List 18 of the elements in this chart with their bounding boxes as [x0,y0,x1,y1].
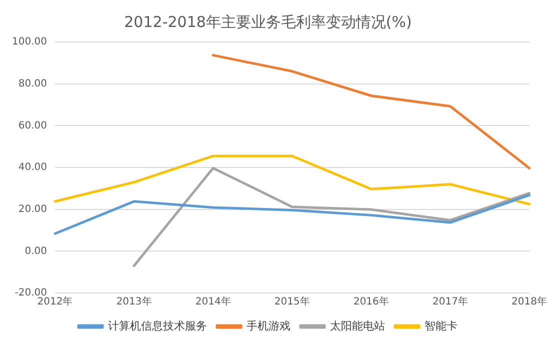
x-tick-label: 2018年 [512,296,547,308]
legend-label: 手机游戏 [246,319,290,332]
y-tick-label: 20.00 [18,204,47,215]
y-tick-label: 40.00 [18,162,47,174]
y-tick-label: 0.00 [24,246,47,257]
x-tick-label: 2017年 [432,296,468,308]
x-tick-label: 2014年 [195,296,231,308]
y-tick-label: 80.00 [18,78,47,90]
chart-title: 2012-2018年主要业务毛利率变动情况(%) [124,12,412,31]
x-tick-label: 2016年 [353,296,389,308]
x-tick-label: 2013年 [116,296,152,308]
y-tick-label: 100.00 [12,36,47,48]
legend-label: 太阳能电站 [330,319,385,332]
x-tick-label: 2015年 [274,296,310,308]
y-tick-label: 60.00 [18,120,47,132]
x-tick-label: 2012年 [37,296,73,308]
legend-label: 计算机信息技术服务 [108,319,207,332]
legend-label: 智能卡 [424,319,458,332]
